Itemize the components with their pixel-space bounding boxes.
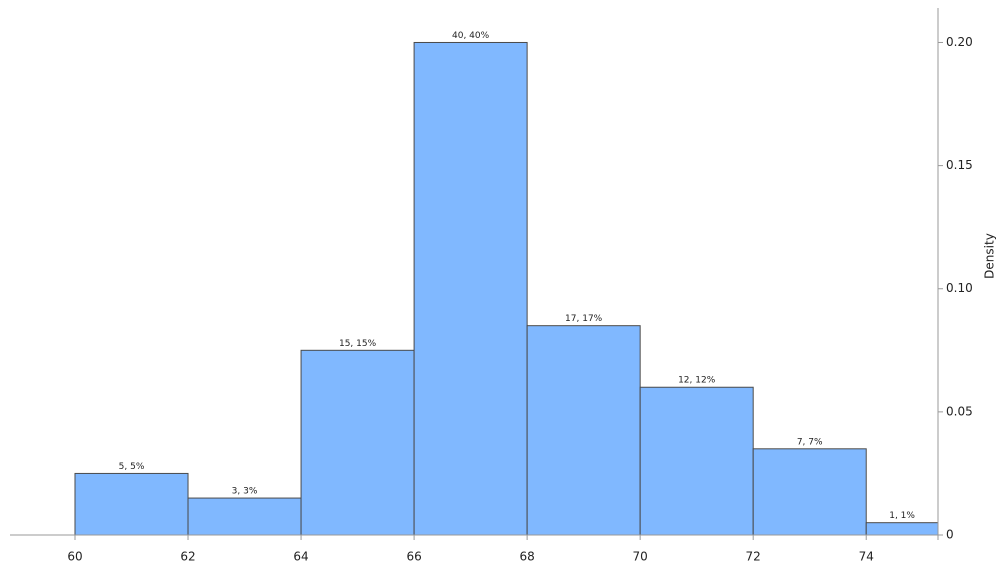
- data-label: 3, 3%: [232, 487, 258, 497]
- x-tick-label: 74: [859, 550, 874, 564]
- bar: [752, 448, 867, 536]
- x-tick-label: 70: [633, 550, 648, 564]
- bar: [300, 349, 415, 536]
- data-label: 15, 15%: [339, 339, 377, 349]
- bar: [639, 386, 754, 536]
- x-tick-label: 62: [180, 550, 195, 564]
- data-label: 12, 12%: [678, 376, 716, 386]
- data-label: 1, 1%: [889, 511, 915, 521]
- data-label: 17, 17%: [565, 314, 603, 324]
- x-tick-label: 60: [67, 550, 82, 564]
- x-tick-label: 66: [406, 550, 421, 564]
- bar: [865, 522, 938, 536]
- bar: [187, 497, 302, 536]
- bar: [526, 325, 641, 536]
- bar: [413, 41, 528, 536]
- y-tick-label: 0.15: [946, 158, 973, 172]
- bar: [74, 472, 189, 536]
- y-tick-label: 0.20: [946, 35, 973, 49]
- y-tick-label: 0.05: [946, 404, 973, 418]
- x-tick-label: 64: [293, 550, 308, 564]
- data-label: 7, 7%: [797, 437, 823, 447]
- y-axis-label: Density: [983, 233, 997, 279]
- x-tick-label: 72: [746, 550, 761, 564]
- data-label: 40, 40%: [452, 31, 490, 41]
- x-tick-label: 68: [519, 550, 534, 564]
- y-tick-label: 0: [946, 528, 954, 542]
- y-tick-label: 0.10: [946, 281, 973, 295]
- plot-area: [74, 41, 938, 536]
- data-label: 5, 5%: [119, 462, 145, 472]
